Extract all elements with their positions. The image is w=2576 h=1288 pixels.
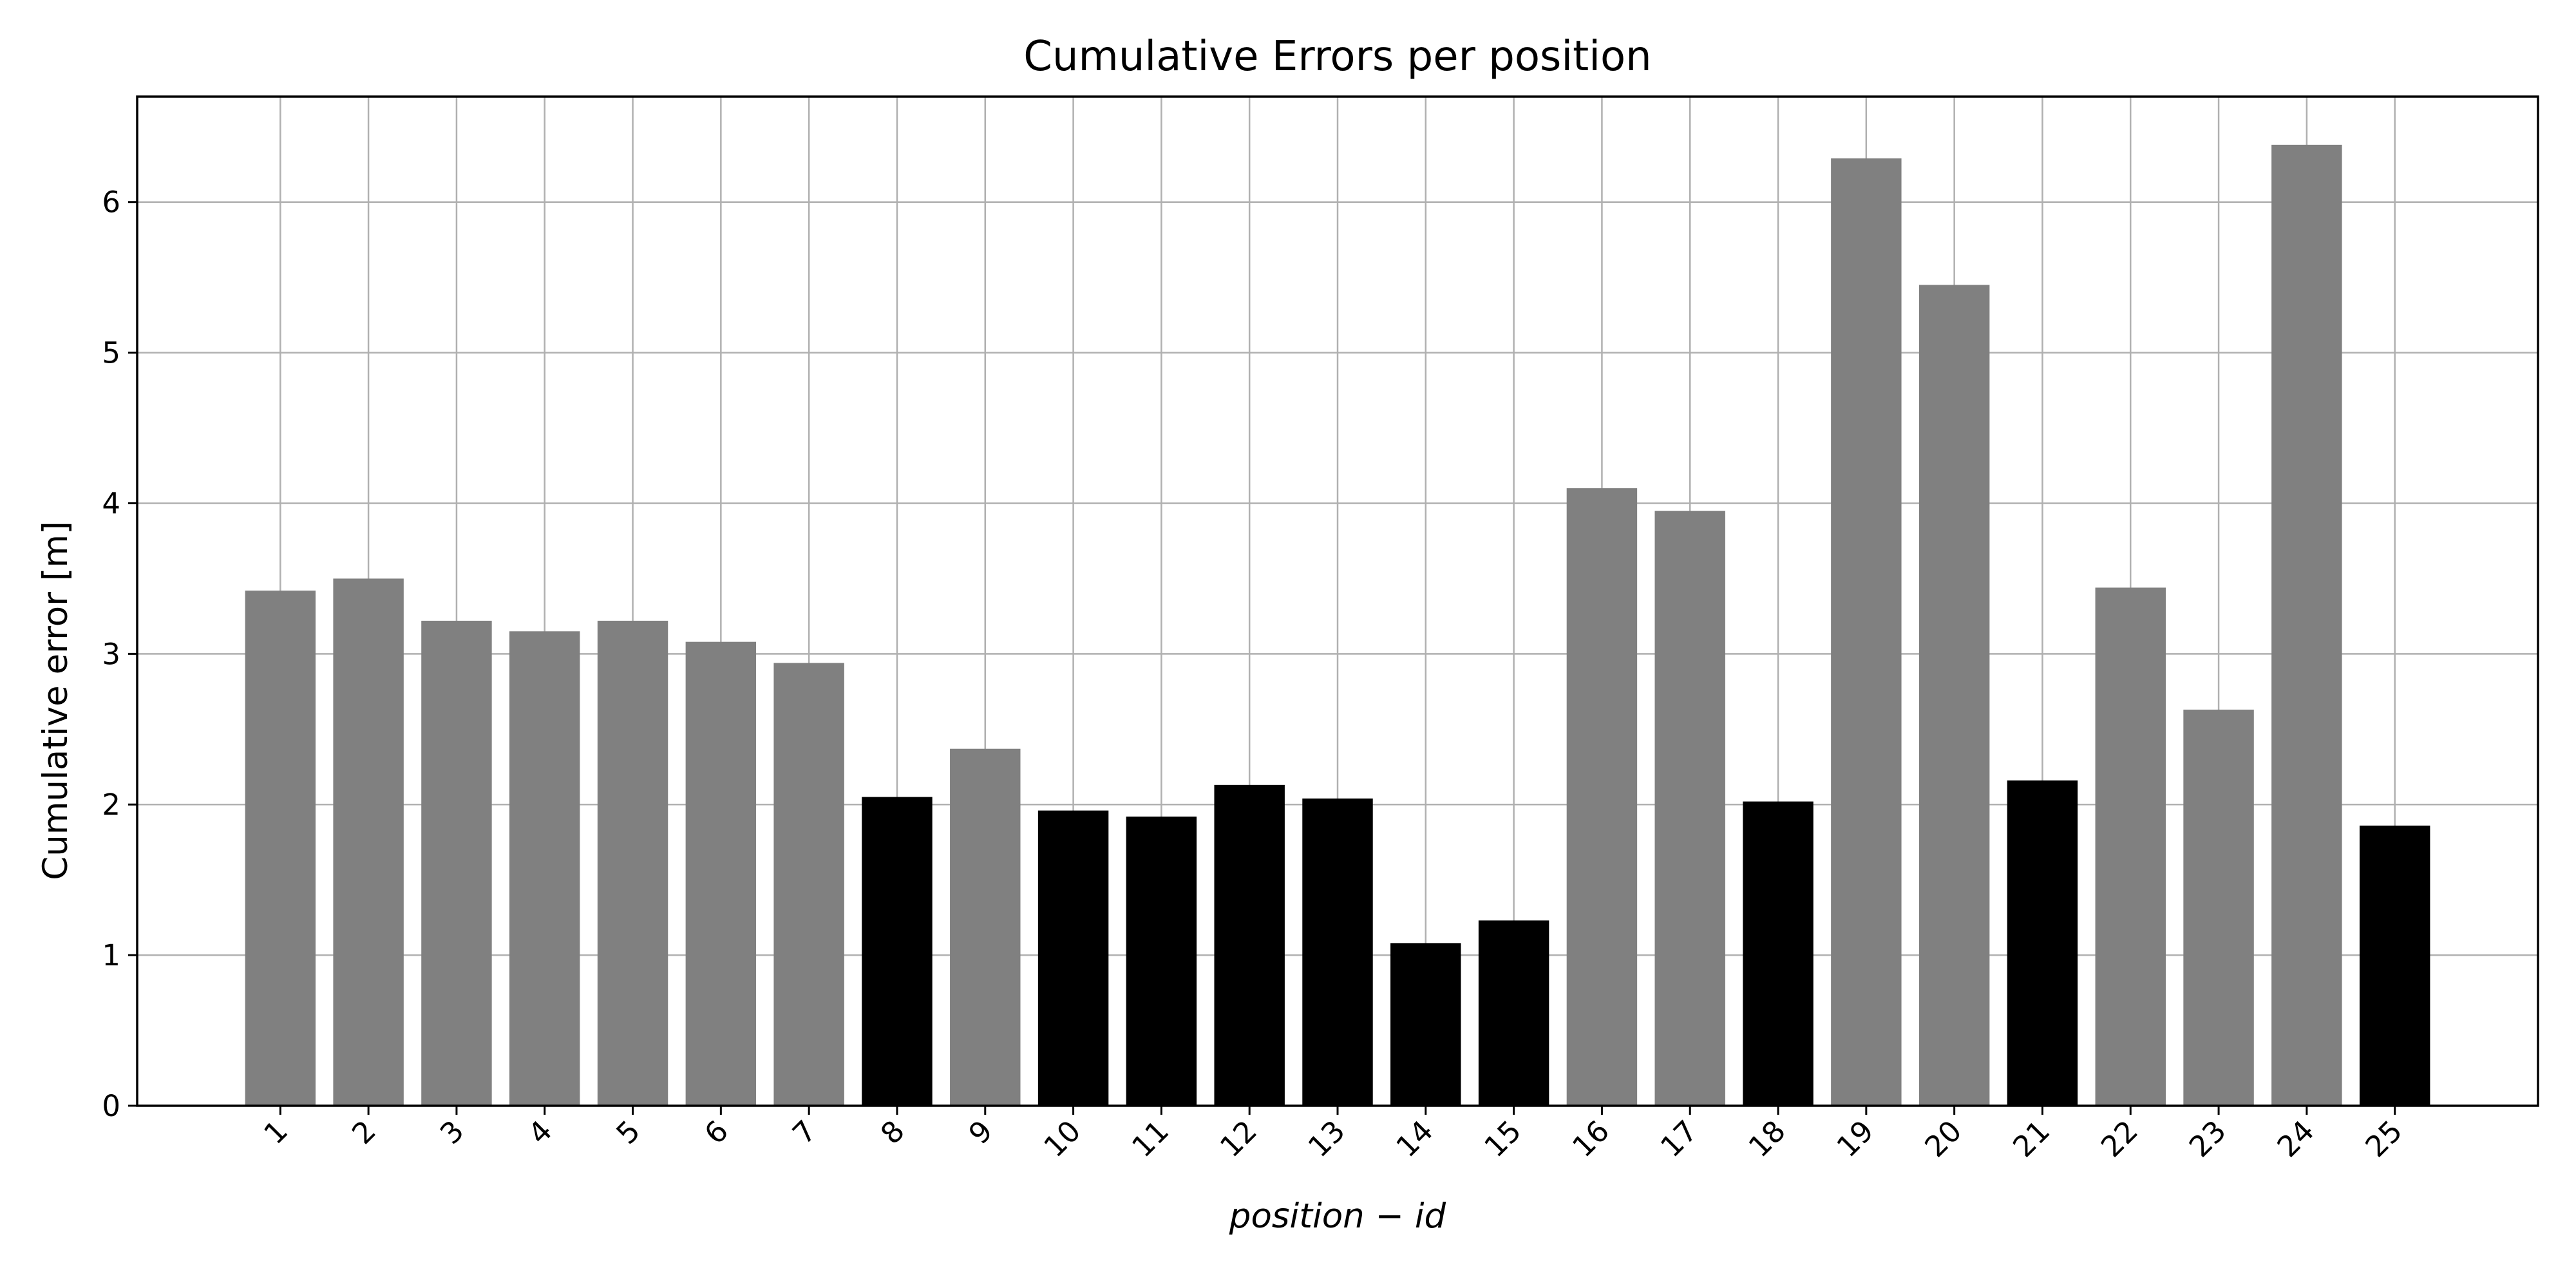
y-axis-ticks: 0 1 2 3 4 5 6 [102,185,137,1123]
bar [2095,587,2166,1106]
bar [509,631,580,1106]
bar [2183,709,2254,1106]
y-tick-label: 6 [102,185,120,220]
bar [1037,810,1109,1106]
bar [1566,488,1638,1106]
bar [245,591,316,1106]
bar [421,620,492,1106]
bar [2007,780,2078,1106]
bar [1654,511,1725,1106]
bar [333,578,404,1106]
bar [2271,144,2342,1106]
bar [1743,801,1814,1106]
bar [1126,816,1197,1106]
bars [245,144,2430,1106]
y-axis-title: Cumulative error [m] [36,521,75,880]
bar [1214,784,1285,1106]
y-tick-label: 4 [102,486,120,520]
bar [862,797,933,1106]
y-tick-label: 3 [102,637,120,671]
bar [685,641,757,1106]
y-tick-label: 1 [102,938,120,972]
bar [773,663,844,1106]
bar [597,620,668,1106]
x-axis-title: position − id [1229,1197,1446,1236]
bar [1478,920,1549,1106]
bar [950,748,1021,1106]
y-tick-label: 2 [102,788,120,822]
bar [1302,798,1373,1106]
bar [2359,825,2430,1106]
y-tick-label: 5 [102,336,120,370]
bar [1918,285,1990,1106]
bar [1831,158,1902,1106]
chart-title: Cumulative Errors per position [1023,33,1651,80]
bar [1390,943,1461,1106]
y-tick-label: 0 [102,1089,120,1123]
